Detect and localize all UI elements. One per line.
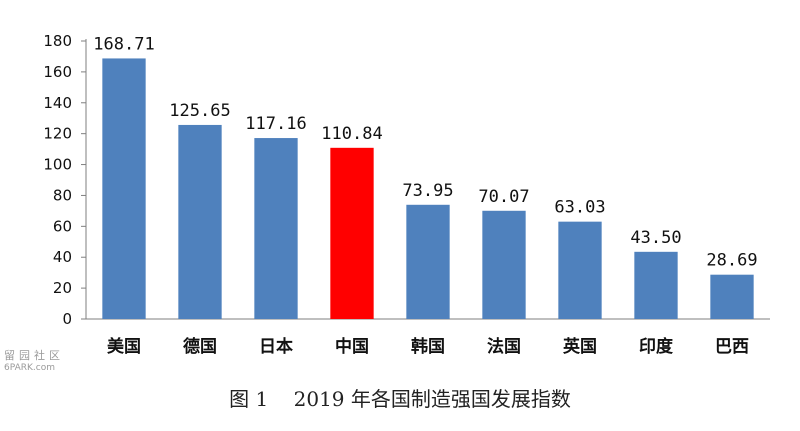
- bar: [482, 210, 526, 319]
- bar: [406, 204, 450, 319]
- bar-chart: 0 20 40 60 80 100 120 140 160 180 168.71 125.65 117…: [43, 32, 770, 357]
- category-label: 巴西: [715, 337, 749, 357]
- figure-number: 图 1: [229, 387, 269, 411]
- y-tick-label: 60: [53, 217, 72, 235]
- bar: [102, 58, 146, 320]
- bar: [178, 124, 222, 319]
- category-label: 中国: [335, 336, 369, 357]
- data-label: 70.07: [478, 187, 529, 207]
- watermark: 留园社区 6PARK.com: [4, 350, 64, 374]
- value-labels: 168.71 125.65 117.16 110.84 73.95 70.07 63.03 4…: [93, 34, 757, 270]
- category-label: 印度: [639, 336, 674, 357]
- data-label: 73.95: [402, 181, 453, 201]
- bars: [102, 58, 754, 320]
- y-tick-label: 20: [53, 279, 72, 297]
- category-label: 德国: [183, 336, 217, 357]
- y-tick-label: 40: [53, 248, 72, 266]
- category-label: 日本: [259, 336, 293, 357]
- watermark-line2: 6PARK.com: [4, 363, 55, 373]
- category-label: 法国: [487, 336, 521, 357]
- y-tick-label: 80: [53, 186, 72, 204]
- y-tick-label: 100: [43, 156, 72, 174]
- bar: [558, 221, 602, 319]
- data-label: 168.71: [93, 34, 154, 54]
- watermark-line1: 留园社区: [4, 349, 64, 362]
- y-tick-label: 160: [43, 63, 72, 81]
- figure-caption-text: 2019 年各国制造强国发展指数: [293, 387, 571, 411]
- bar: [634, 251, 678, 319]
- category-label: 英国: [563, 336, 597, 357]
- data-label: 117.16: [245, 114, 306, 134]
- data-label: 63.03: [554, 198, 605, 218]
- data-label: 28.69: [706, 251, 757, 271]
- bar-highlighted: [330, 147, 374, 319]
- y-tick-label: 120: [43, 125, 72, 143]
- category-label: 韩国: [411, 336, 445, 357]
- figure-caption: 图 1 2019 年各国制造强国发展指数: [0, 383, 800, 412]
- y-tick-label: 0: [62, 310, 72, 328]
- category-labels: 美国 德国 日本 中国 韩国 法国 英国 印度 巴西: [107, 336, 749, 357]
- data-label: 125.65: [169, 101, 230, 121]
- y-tick-label: 180: [43, 32, 72, 50]
- data-label: 43.50: [630, 228, 681, 248]
- y-tick-label: 140: [43, 94, 72, 112]
- category-label: 美国: [107, 336, 141, 357]
- bar: [254, 138, 298, 319]
- data-label: 110.84: [321, 124, 382, 144]
- y-axis-ticks: 0 20 40 60 80 100 120 140 160 180: [43, 32, 86, 328]
- bar: [710, 274, 754, 319]
